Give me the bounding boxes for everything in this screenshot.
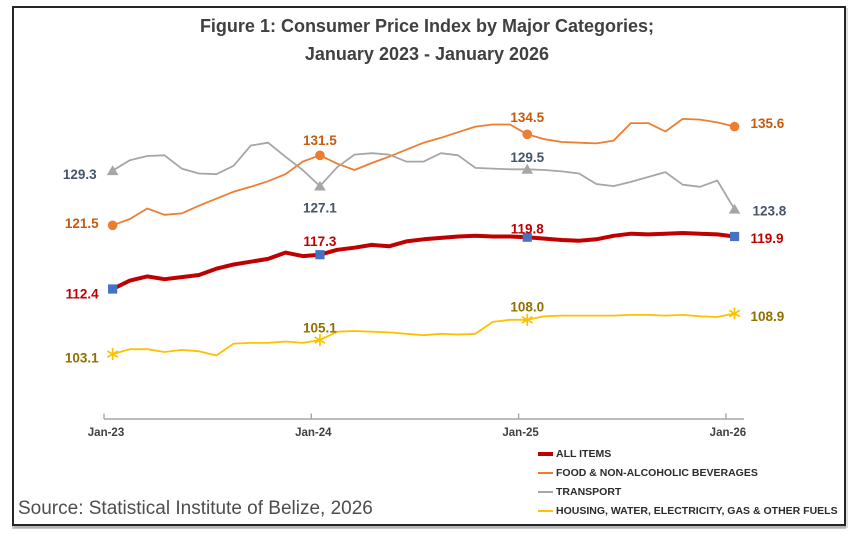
legend-label: FOOD & NON-ALCOHOLIC BEVERAGES (556, 466, 758, 479)
legend-swatch (538, 471, 553, 474)
data-label-food-non-alcoholic-beverages-Jan-24: 131.5 (303, 133, 337, 148)
data-label-all-items-Jan-25: 119.8 (511, 222, 545, 237)
data-label-housing-water-electricity-gas-other-fuels-Jan-25: 108.0 (510, 299, 544, 314)
data-label-food-non-alcoholic-beverages-Jan-25: 134.5 (510, 110, 544, 125)
triangle-marker (521, 163, 534, 174)
star-marker (521, 313, 533, 326)
circle-marker (107, 220, 118, 231)
chart-title: Figure 1: Consumer Price Index by Major … (12, 12, 842, 68)
data-label-housing-water-electricity-gas-other-fuels-Jan-23: 103.1 (65, 351, 99, 366)
series-line-food-non-alcoholic-beverages (111, 118, 736, 227)
data-label-food-non-alcoholic-beverages-Jan-26: 135.6 (751, 116, 785, 131)
chart-title-line2: January 2023 - January 2026 (304, 44, 550, 64)
data-label-all-items-Jan-24: 117.3 (303, 234, 337, 249)
circle-marker (729, 121, 740, 132)
x-axis-label: Jan-26 (710, 427, 746, 439)
circle-marker (522, 129, 533, 140)
square-marker (315, 250, 325, 260)
legend-swatch (538, 451, 553, 456)
figure-border (12, 6, 846, 526)
legend-item-transport: TRANSPORT (538, 482, 838, 501)
source-note: Source: Statistical Institute of Belize,… (18, 498, 373, 519)
legend-label: HOUSING, WATER, ELECTRICITY, GAS & OTHER… (556, 504, 838, 517)
series-line-all-items (110, 231, 737, 291)
data-label-all-items-Jan-23: 112.4 (66, 287, 100, 302)
chart-legend: ALL ITEMS FOOD & NON-ALCOHOLIC BEVERAGES T… (538, 444, 838, 520)
square-marker (522, 232, 532, 242)
legend-swatch (538, 490, 553, 493)
legend-item-housing-water-electricity-gas-other-fuels: HOUSING, WATER, ELECTRICITY, GAS & OTHER… (538, 501, 838, 520)
data-label-all-items-Jan-26: 119.9 (751, 231, 784, 246)
legend-label: ALL ITEMS (556, 447, 612, 460)
triangle-marker (106, 165, 119, 176)
series-line-transport (111, 141, 736, 211)
data-label-transport-Jan-25: 129.5 (510, 150, 544, 165)
star-marker (728, 307, 741, 320)
data-label-food-non-alcoholic-beverages-Jan-23: 121.5 (65, 216, 99, 231)
chart-title-line1: Figure 1: Consumer Price Index by Major … (199, 16, 655, 36)
triangle-marker (728, 203, 741, 214)
data-label-housing-water-electricity-gas-other-fuels-Jan-24: 105.1 (303, 321, 337, 336)
x-axis-label: Jan-23 (88, 427, 124, 439)
star-marker (106, 348, 119, 361)
x-axis-label: Jan-25 (502, 427, 539, 439)
legend-item-all-items: ALL ITEMS (538, 444, 838, 463)
data-label-transport-Jan-23: 129.3 (63, 167, 97, 182)
legend-label: TRANSPORT (556, 485, 622, 498)
data-label-transport-Jan-24: 127.1 (303, 201, 337, 216)
star-marker (314, 334, 326, 347)
data-label-transport-Jan-26: 123.8 (753, 204, 787, 219)
square-marker (108, 284, 118, 294)
legend-item-food-non-alcoholic-beverages: FOOD & NON-ALCOHOLIC BEVERAGES (538, 463, 838, 482)
triangle-marker (314, 180, 326, 191)
series-line-housing-water-electricity-gas-other-fuels (111, 312, 736, 357)
circle-marker (315, 150, 325, 161)
square-marker (729, 231, 740, 242)
legend-swatch (538, 509, 553, 512)
data-label-housing-water-electricity-gas-other-fuels-Jan-26: 108.9 (751, 309, 785, 324)
x-axis-label: Jan-24 (295, 427, 332, 439)
